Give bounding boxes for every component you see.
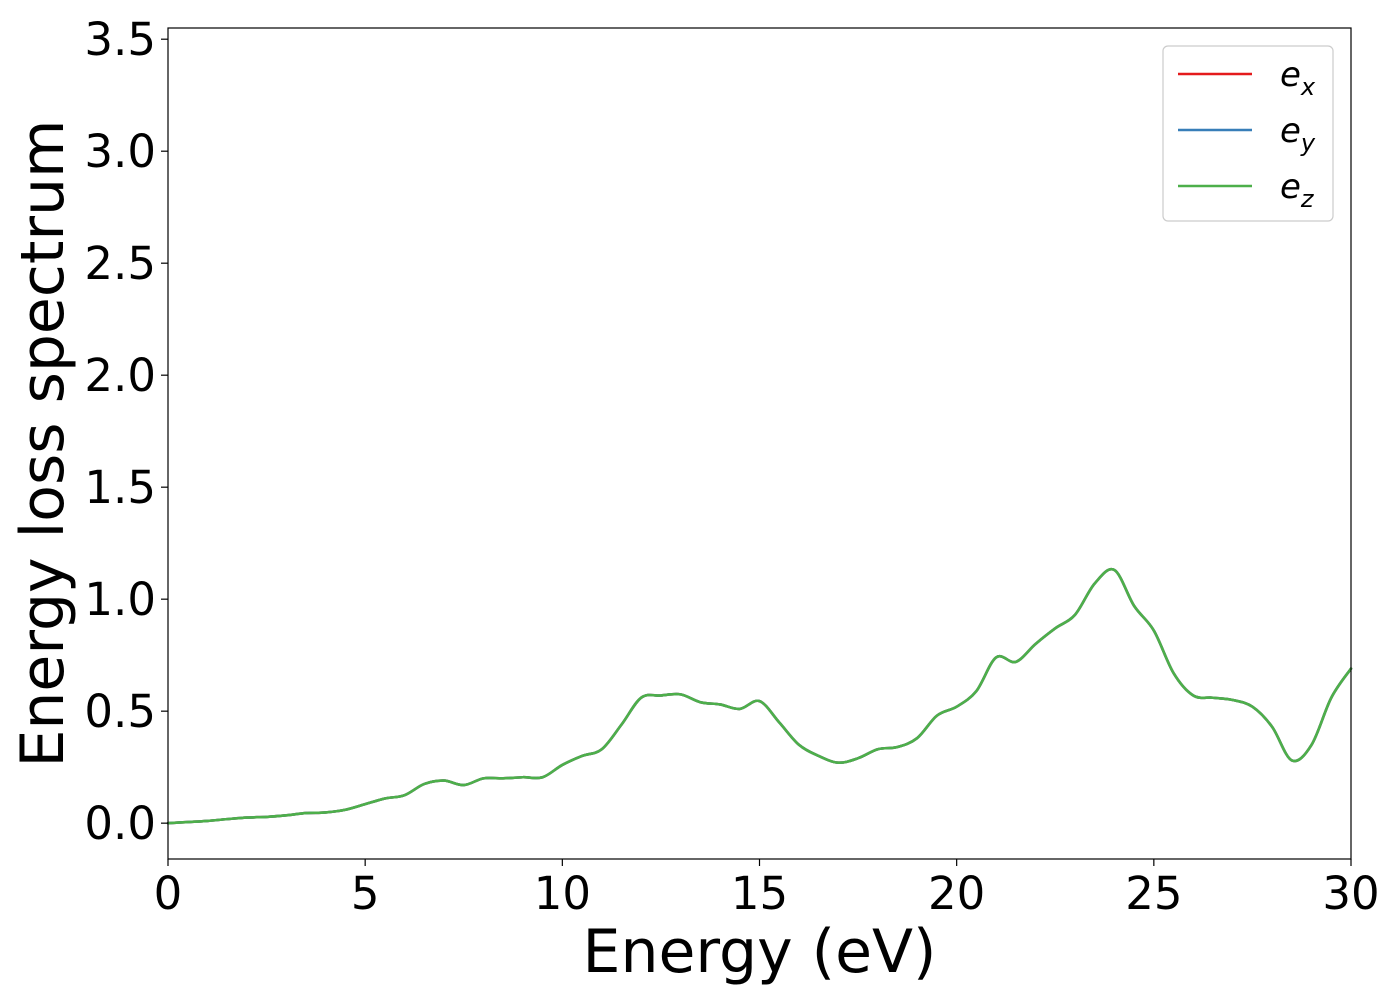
legend-label-subscript: z bbox=[1300, 185, 1315, 213]
x-tick-label: 30 bbox=[1322, 867, 1379, 920]
y-tick-label: 0.5 bbox=[84, 685, 156, 738]
y-tick-label: 1.5 bbox=[84, 461, 156, 514]
legend-label-subscript: y bbox=[1300, 129, 1316, 157]
y-tick-label: 2.0 bbox=[84, 349, 156, 402]
y-axis: 0.0 0.5 1.0 1.5 2.0 2.5 3.0 3.5 bbox=[84, 13, 168, 850]
x-axis: 0 5 10 15 20 25 30 bbox=[154, 859, 1380, 920]
y-tick-label: 3.0 bbox=[84, 125, 156, 178]
legend-label-symbol: e bbox=[1280, 167, 1301, 207]
series-line-ez bbox=[166, 567, 1353, 825]
series-layer bbox=[166, 567, 1353, 825]
y-tick-label: 0.0 bbox=[84, 797, 156, 850]
x-tick-label: 5 bbox=[351, 867, 380, 920]
x-tick-label: 0 bbox=[154, 867, 183, 920]
legend-label-subscript: x bbox=[1300, 73, 1316, 101]
legend-label-ez: ez bbox=[1280, 167, 1315, 213]
legend-label-ex: ex bbox=[1280, 55, 1316, 101]
x-tick-label: 15 bbox=[731, 867, 788, 920]
legend-label-symbol: e bbox=[1280, 111, 1301, 151]
y-tick-label: 3.5 bbox=[84, 13, 156, 66]
x-tick-label: 25 bbox=[1125, 867, 1182, 920]
x-axis-title: Energy (eV) bbox=[583, 917, 937, 987]
y-tick-label: 2.5 bbox=[84, 237, 156, 290]
x-tick-label: 10 bbox=[534, 867, 591, 920]
legend-box bbox=[1162, 45, 1334, 222]
y-axis-title: Energy loss spectrum bbox=[8, 119, 78, 767]
y-tick-label: 1.0 bbox=[84, 573, 156, 626]
legend-label-ey: ey bbox=[1280, 111, 1316, 157]
legend-label-symbol: e bbox=[1280, 55, 1301, 95]
x-tick-label: 20 bbox=[928, 867, 985, 920]
